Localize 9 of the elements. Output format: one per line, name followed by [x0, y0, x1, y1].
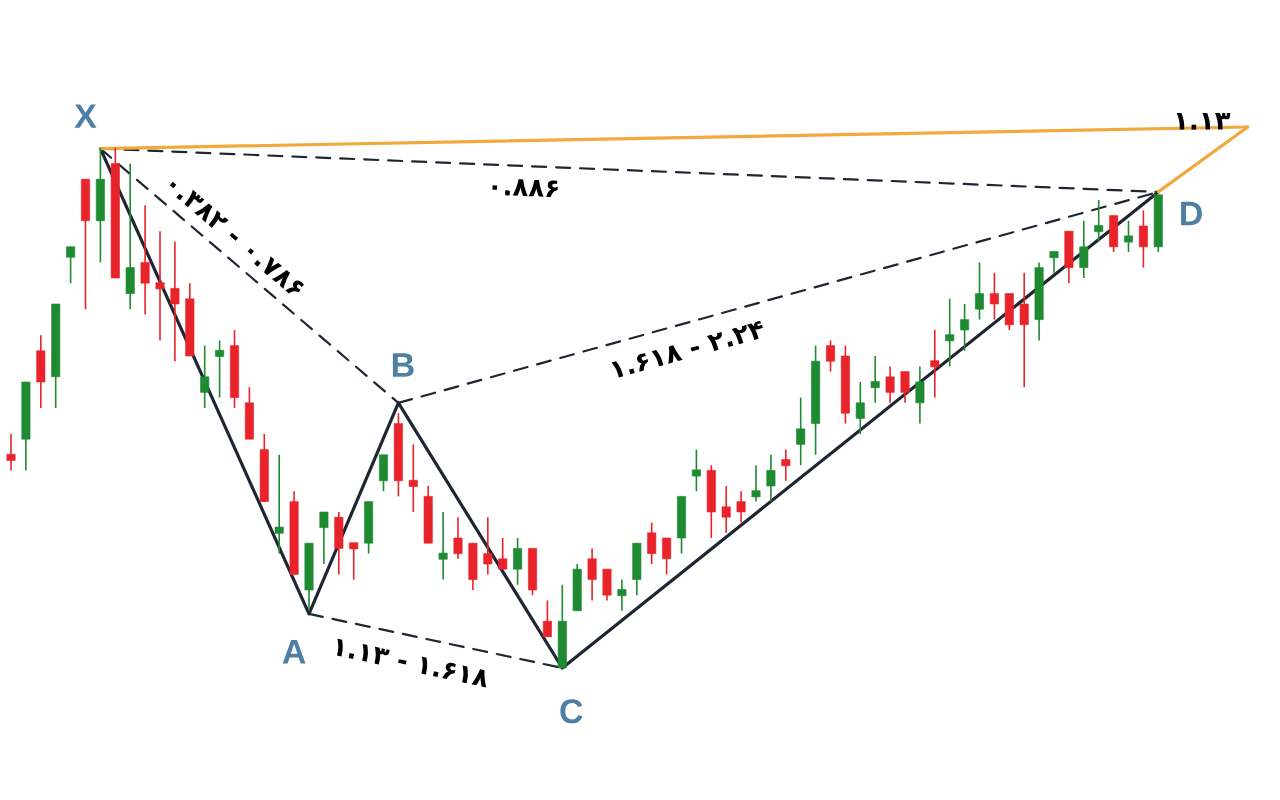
annotation: D	[1181, 201, 1202, 226]
annotation: ۱.۶۱۸ - ۲.۲۴	[611, 321, 763, 378]
annotation: B	[392, 353, 414, 377]
annotation: X	[74, 104, 97, 128]
annotation: ۱.۱۳ - ۱.۶۱۸	[337, 638, 487, 688]
annotation: A	[282, 640, 306, 664]
annotation: ۱.۱۳	[1176, 113, 1231, 130]
annotation: ۰.۸۸۶	[492, 179, 558, 198]
text: C	[560, 699, 583, 724]
